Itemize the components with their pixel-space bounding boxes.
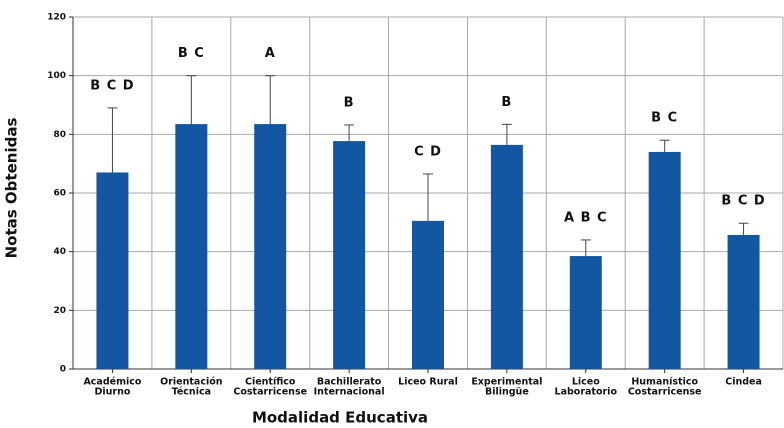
y-tick-label: 80	[53, 130, 66, 140]
significance-label: B	[501, 95, 512, 110]
x-tick-label: Orientación	[160, 377, 223, 388]
significance-label: A B C	[564, 210, 608, 225]
bar	[490, 144, 523, 369]
significance-label: B C	[651, 111, 678, 126]
x-tick-label: Costarricense	[233, 387, 307, 398]
x-tick-label: Experimental	[471, 377, 542, 388]
x-tick-label: Internacional	[314, 387, 385, 398]
significance-label: B C	[178, 46, 205, 61]
bar	[569, 256, 602, 369]
x-tick-label: Técnica	[172, 387, 211, 398]
x-tick-label: Liceo Rural	[398, 377, 458, 388]
y-tick-label: 40	[53, 247, 66, 257]
x-tick-label: Científico	[245, 377, 296, 388]
x-tick-label: Bilingüe	[485, 387, 529, 398]
x-tick-label: Laboratorio	[555, 387, 618, 398]
bar	[175, 124, 208, 369]
y-tick-label: 100	[47, 71, 66, 81]
significance-label: B C D	[90, 78, 134, 93]
y-tick-label: 60	[53, 189, 66, 199]
bar	[333, 141, 366, 369]
bar	[254, 124, 287, 369]
significance-label: B C D	[721, 194, 765, 209]
significance-label: B	[344, 95, 355, 110]
x-tick-label: Cindea	[725, 377, 762, 388]
x-tick-label: Liceo	[572, 377, 600, 388]
x-tick-label: Costarricense	[628, 387, 702, 398]
y-axis-title: Notas Obtenidas	[3, 118, 21, 259]
bar	[727, 234, 760, 369]
x-tick-label: Diurno	[94, 387, 130, 398]
x-tick-label: Bachillerato	[317, 377, 382, 388]
y-tick-label: 20	[53, 306, 66, 316]
x-axis-title: Modalidad Educativa	[252, 409, 428, 427]
x-tick-label: Académico	[83, 377, 141, 388]
y-tick-label: 0	[60, 365, 66, 375]
significance-label: C D	[414, 144, 442, 159]
y-tick-label: 120	[47, 13, 66, 23]
bar	[96, 172, 129, 369]
x-tick-label: Humanístico	[631, 377, 698, 388]
bar	[648, 151, 681, 369]
significance-label: A	[265, 46, 276, 61]
bar	[412, 220, 444, 369]
